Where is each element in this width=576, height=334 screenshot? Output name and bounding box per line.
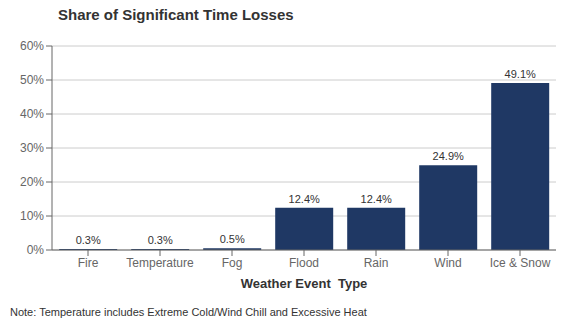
svg-text:12.4%: 12.4% [289, 193, 320, 205]
svg-text:50%: 50% [20, 73, 44, 87]
svg-text:0.3%: 0.3% [76, 234, 101, 246]
svg-text:Wind: Wind [434, 256, 461, 270]
svg-text:24.9%: 24.9% [433, 150, 464, 162]
html-text:Note: Temperature includes Ext: Note: Temperature includes Extreme Cold/… [10, 306, 367, 318]
svg-text:60%: 60% [20, 39, 44, 53]
svg-text:Rain: Rain [364, 256, 389, 270]
svg-text:0.5%: 0.5% [220, 233, 245, 245]
svg-text:40%: 40% [20, 107, 44, 121]
html-text:Weather Event Type: Weather Event Type [240, 276, 368, 291]
svg-text:10%: 10% [20, 209, 44, 223]
svg-text:49.1%: 49.1% [505, 68, 536, 80]
svg-text:Fire: Fire [78, 256, 99, 270]
svg-text:30%: 30% [20, 141, 44, 155]
svg-text:12.4%: 12.4% [361, 193, 392, 205]
svg-text:Temperature: Temperature [126, 256, 194, 270]
svg-text:Ice & Snow: Ice & Snow [490, 256, 551, 270]
svg-text:Fog: Fog [222, 256, 243, 270]
html-text:Share of Significant Time Loss: Share of Significant Time Losses [58, 6, 294, 23]
svg-text:0%: 0% [27, 243, 45, 257]
svg-text:0.3%: 0.3% [148, 234, 173, 246]
svg-text:Flood: Flood [289, 256, 319, 270]
svg-text:20%: 20% [20, 175, 44, 189]
